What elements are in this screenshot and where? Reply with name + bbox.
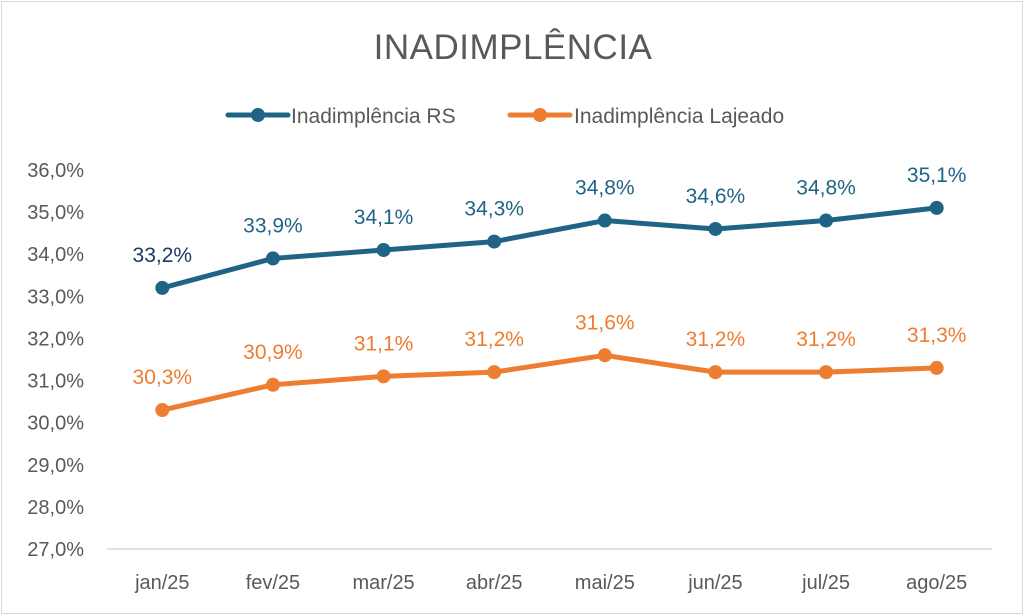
x-tick-label: jan/25 xyxy=(134,572,190,594)
data-label: 34,3% xyxy=(464,198,524,221)
data-point xyxy=(929,200,944,215)
y-tick-label: 30,0% xyxy=(27,413,84,435)
data-point xyxy=(265,377,280,392)
y-tick-label: 32,0% xyxy=(27,328,84,350)
legend-marker xyxy=(251,108,265,122)
data-label: 33,2% xyxy=(133,244,193,267)
series-line xyxy=(159,352,940,413)
data-point xyxy=(376,243,391,258)
data-label: 31,3% xyxy=(907,324,967,347)
x-tick-label: ago/25 xyxy=(906,572,967,594)
data-label: 34,1% xyxy=(354,206,414,229)
data-label: 30,3% xyxy=(133,366,193,389)
data-point xyxy=(929,360,944,375)
data-label: 31,2% xyxy=(686,328,746,351)
series-line xyxy=(159,205,940,291)
data-label: 30,9% xyxy=(243,341,303,364)
data-point xyxy=(487,234,502,249)
data-point xyxy=(265,251,280,266)
data-point xyxy=(819,365,834,380)
data-point xyxy=(487,365,502,380)
x-tick-label: jun/25 xyxy=(687,572,743,594)
y-tick-label: 31,0% xyxy=(27,371,84,393)
legend-marker xyxy=(533,108,547,122)
data-label: 31,2% xyxy=(464,328,524,351)
legend-label: Inadimplência Lajeado xyxy=(574,105,784,128)
legend-label: Inadimplência RS xyxy=(291,105,456,128)
data-label: 31,1% xyxy=(354,332,414,355)
data-label: 31,2% xyxy=(796,328,856,351)
y-tick-label: 33,0% xyxy=(27,286,84,308)
y-tick-label: 36,0% xyxy=(27,160,84,182)
y-tick-label: 35,0% xyxy=(27,202,84,224)
x-tick-label: jul/25 xyxy=(801,572,850,594)
data-label: 33,9% xyxy=(243,214,303,237)
y-tick-label: 27,0% xyxy=(27,539,84,561)
data-point xyxy=(708,221,723,236)
data-label: 34,8% xyxy=(575,177,635,200)
chart-title: INADIMPLÊNCIA xyxy=(373,28,653,67)
data-point xyxy=(819,213,834,228)
data-point xyxy=(376,369,391,384)
data-label: 31,6% xyxy=(575,311,635,334)
data-label: 34,6% xyxy=(686,185,746,208)
data-point xyxy=(155,280,170,295)
x-tick-label: mar/25 xyxy=(352,572,414,594)
data-point xyxy=(597,213,612,228)
data-point xyxy=(708,365,723,380)
y-tick-label: 28,0% xyxy=(27,497,84,519)
data-point xyxy=(597,348,612,363)
data-label: 35,1% xyxy=(907,164,967,187)
data-label: 34,8% xyxy=(796,177,856,200)
x-tick-label: fev/25 xyxy=(246,572,300,594)
x-tick-label: mai/25 xyxy=(575,572,635,594)
data-point xyxy=(155,403,170,418)
y-tick-label: 34,0% xyxy=(27,244,84,266)
y-tick-label: 29,0% xyxy=(27,455,84,477)
x-tick-label: abr/25 xyxy=(466,572,523,594)
